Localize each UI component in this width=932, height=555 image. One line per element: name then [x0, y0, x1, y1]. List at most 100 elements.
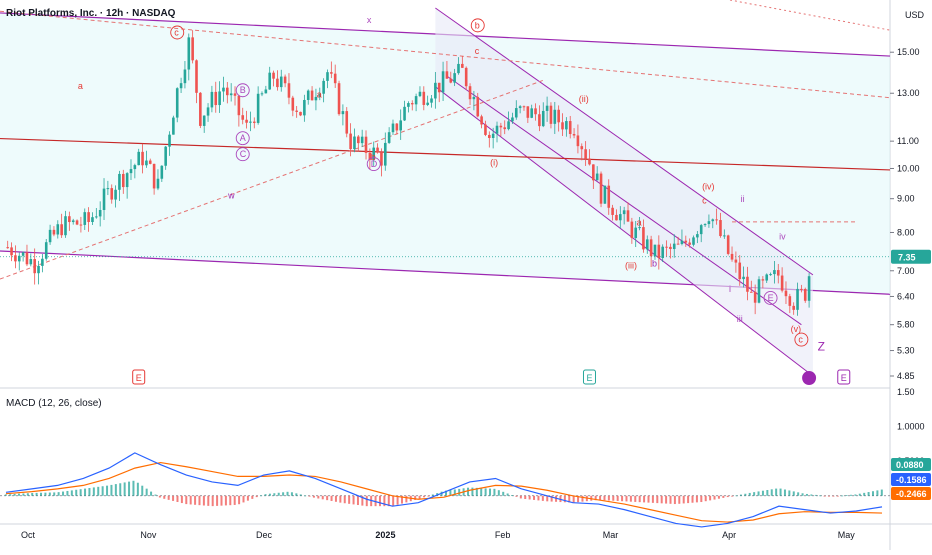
macd-histogram-bar [44, 492, 47, 496]
candle-body [418, 91, 422, 97]
macd-histogram-bar [665, 495, 668, 504]
candle-body [603, 185, 607, 204]
macd-histogram-bar [101, 486, 104, 496]
candle-body [445, 71, 449, 79]
macd-histogram-bar [312, 495, 315, 498]
macd-histogram-bar [211, 495, 214, 507]
wave-label-circle [366, 157, 381, 172]
wave-label: a [317, 90, 322, 100]
macd-histogram-bar [216, 495, 219, 506]
macd-histogram-bar [70, 490, 73, 496]
macd-histogram-bar [88, 488, 91, 496]
candle-body [592, 164, 595, 181]
candle-body [68, 216, 71, 223]
wave-label-circle [235, 83, 250, 98]
candle-body [723, 235, 726, 237]
macd-histogram-bar [858, 493, 861, 496]
candle-body [630, 221, 634, 239]
candle-body [503, 127, 507, 130]
candle-body [345, 111, 349, 134]
time-tick-label: Apr [722, 530, 736, 540]
candle-body [661, 246, 664, 259]
candle-body [395, 123, 399, 131]
candle-body [434, 82, 437, 99]
macd-histogram-bar [4, 494, 7, 496]
candle-body [60, 224, 63, 236]
macd-histogram-bar [506, 493, 509, 496]
macd-histogram-bar [128, 481, 131, 496]
macd-tick-label: 1.50 [897, 387, 915, 397]
candle-body [642, 227, 645, 250]
macd-histogram-bar [352, 495, 355, 505]
macd-histogram-bar [687, 495, 690, 504]
macd-histogram-bar [647, 495, 650, 503]
candle-body [430, 98, 433, 103]
candle-body [807, 276, 811, 301]
candle-body [287, 83, 291, 98]
candle-body [541, 110, 545, 127]
candle-body [222, 87, 225, 92]
time-tick-label: 2025 [375, 530, 395, 540]
candle-body [37, 265, 40, 274]
candle-body [399, 120, 402, 131]
macd-histogram-bar [792, 491, 795, 496]
macd-histogram-bar [594, 495, 597, 501]
candle-body [572, 134, 576, 136]
candle-body [773, 270, 776, 275]
macd-histogram-bar [827, 495, 830, 497]
macd-histogram-bar [317, 495, 320, 499]
macd-value-label: -0.2466 [896, 489, 927, 499]
candle-body [437, 82, 441, 93]
macd-histogram-bar [295, 493, 298, 496]
candle-body [187, 37, 191, 70]
macd-histogram-bar [458, 488, 461, 496]
wave-label: c [702, 196, 707, 206]
wave-label-circle [235, 131, 250, 146]
candle-body [349, 133, 352, 150]
macd-histogram-bar [106, 485, 109, 496]
macd-histogram-bar [405, 495, 408, 503]
candle-body [622, 210, 626, 215]
macd-histogram-bar [568, 495, 571, 503]
wave-label: c [475, 46, 480, 56]
candle-body [233, 93, 237, 96]
earnings-marker [132, 369, 146, 385]
candle-body [584, 149, 587, 159]
candle-body [56, 224, 60, 235]
candle-body [561, 122, 564, 130]
wave-label-circle [763, 291, 778, 305]
candle-body [145, 160, 148, 166]
candle-body [715, 219, 718, 221]
candle-body [276, 78, 279, 88]
candle-body [742, 276, 745, 280]
macd-histogram-bar [75, 489, 78, 496]
macd-histogram-bar [163, 495, 166, 499]
wave-label: B [240, 85, 246, 95]
macd-histogram-bar [233, 495, 236, 505]
price-tick-label: 4.85 [897, 371, 915, 381]
macd-histogram-bar [449, 490, 452, 496]
candle-body [264, 89, 268, 94]
descending-channel-bottom [435, 86, 814, 377]
wave-label: (i) [490, 158, 498, 168]
earnings-marker-label: E [136, 373, 142, 383]
chart-title: Riot Platforms, Inc. · 12h · NASDAQ [6, 8, 176, 19]
macd-histogram-bar [502, 491, 505, 496]
candle-body [272, 72, 275, 79]
macd-histogram-bar [467, 487, 470, 496]
candle-body [160, 165, 164, 179]
wave-label: w [227, 191, 235, 201]
wave-label: a [78, 81, 83, 91]
macd-histogram-bar [400, 495, 403, 504]
candle-body [734, 259, 738, 263]
macd-histogram-bar [849, 494, 852, 496]
macd-histogram-bar [722, 495, 725, 498]
macd-histogram-bar [123, 482, 126, 496]
candle-body [707, 221, 711, 225]
macd-histogram-bar [634, 495, 637, 502]
macd-histogram-bar [770, 489, 773, 496]
candle-body [749, 291, 753, 293]
candle-body [580, 146, 584, 150]
wave-label: iii [737, 314, 743, 324]
